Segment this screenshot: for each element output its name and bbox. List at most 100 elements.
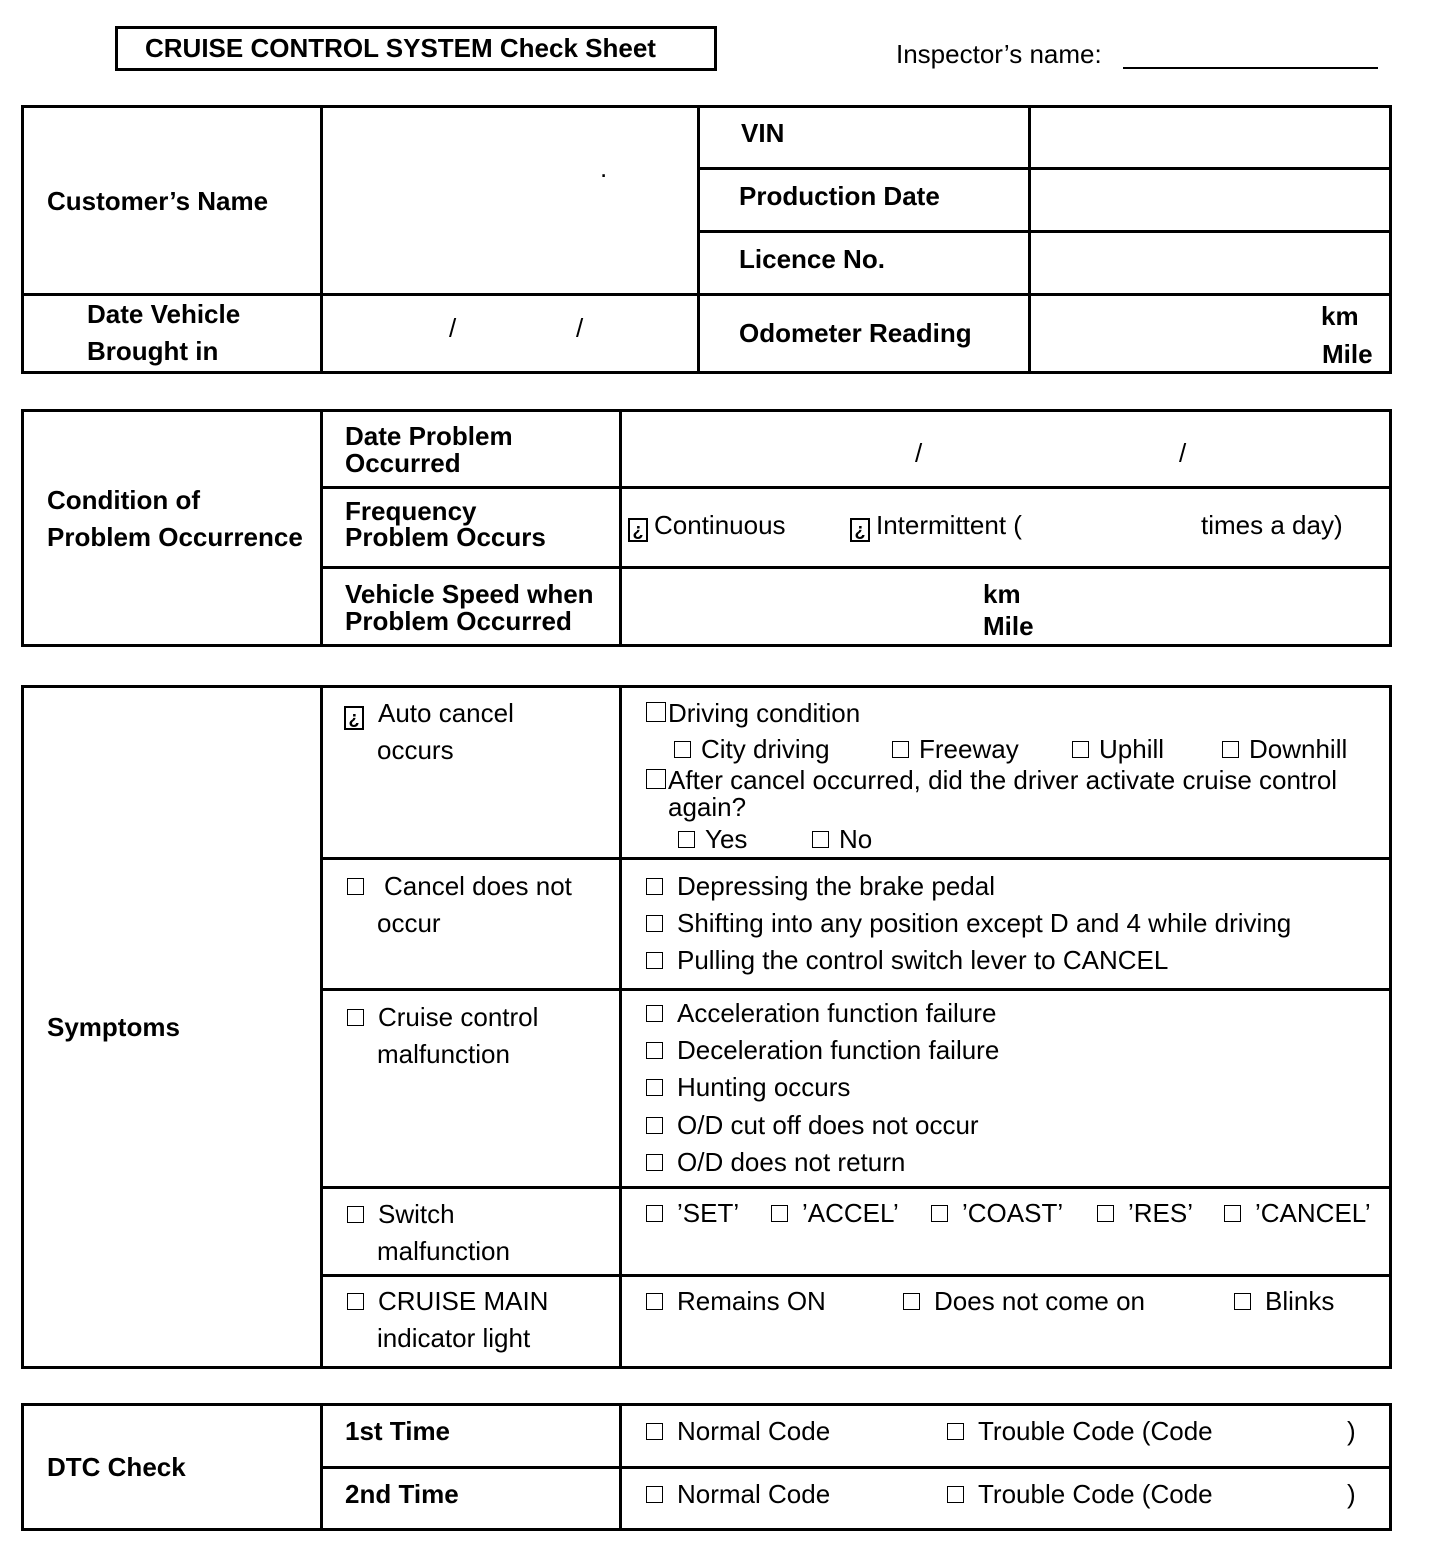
checkbox-icon[interactable] xyxy=(1097,1205,1114,1222)
cancel-not-label-2: occur xyxy=(377,908,441,938)
checkbox-icon[interactable] xyxy=(1072,741,1089,758)
driving-condition-option[interactable]: Driving condition xyxy=(646,700,860,727)
speed-label: Vehicle Speed when xyxy=(345,579,594,609)
od-return-option[interactable]: O/D does not return xyxy=(646,1149,905,1176)
coast-option[interactable]: ’COAST’ xyxy=(931,1200,1063,1227)
cancel-not-label: Cancel does not xyxy=(384,871,572,901)
option-label: ’SET’ xyxy=(677,1198,740,1228)
checkbox-icon[interactable] xyxy=(646,915,663,932)
deceleration-option[interactable]: Deceleration function failure xyxy=(646,1037,999,1064)
checkbox-icon[interactable] xyxy=(678,831,695,848)
yes-option[interactable]: Yes xyxy=(678,826,747,853)
no-option[interactable]: No xyxy=(812,826,872,853)
normal-code-option[interactable]: Normal Code xyxy=(646,1418,830,1445)
od-cutoff-option[interactable]: O/D cut off does not occur xyxy=(646,1112,979,1139)
acceleration-option[interactable]: Acceleration function failure xyxy=(646,1000,996,1027)
checkbox-icon[interactable] xyxy=(931,1205,948,1222)
normal-code-option[interactable]: Normal Code xyxy=(646,1481,830,1508)
checkbox-icon[interactable] xyxy=(646,1205,663,1222)
accel-option[interactable]: ’ACCEL’ xyxy=(771,1200,899,1227)
checkbox-icon[interactable] xyxy=(646,1293,663,1310)
option-label: ’ACCEL’ xyxy=(802,1198,899,1228)
checkbox-icon[interactable] xyxy=(646,1005,663,1022)
res-option[interactable]: ’RES’ xyxy=(1097,1200,1193,1227)
checkbox-icon[interactable] xyxy=(646,702,666,722)
checkbox-icon[interactable] xyxy=(646,1042,663,1059)
uphill-option[interactable]: Uphill xyxy=(1072,736,1164,763)
switch-label: Switch xyxy=(378,1199,455,1229)
city-driving-option[interactable]: City driving xyxy=(674,736,830,763)
question-label-2: again? xyxy=(668,792,747,822)
auto-cancel-option[interactable]: ¿ Auto cancel xyxy=(344,700,514,730)
checkbox-icon[interactable] xyxy=(646,769,666,789)
cancel-option[interactable]: ’CANCEL’ xyxy=(1224,1200,1371,1227)
date-problem-label: Date Problem xyxy=(345,421,513,451)
checkbox-icon[interactable] xyxy=(812,831,829,848)
cruise-malfunction-option[interactable]: Cruise control xyxy=(347,1004,538,1031)
continuous-option[interactable]: ¿ Continuous xyxy=(628,512,786,542)
odometer-label: Odometer Reading xyxy=(739,318,972,348)
switch-malfunction-option[interactable]: Switch xyxy=(347,1201,455,1228)
intermittent-option[interactable]: ¿ Intermittent ( xyxy=(850,512,1022,542)
option-label: Freeway xyxy=(919,734,1019,764)
set-option[interactable]: ’SET’ xyxy=(646,1200,739,1227)
checkbox-icon[interactable] xyxy=(947,1486,964,1503)
checkbox-icon[interactable] xyxy=(347,878,364,895)
checkbox-icon[interactable] xyxy=(646,1423,663,1440)
page-title: CRUISE CONTROL SYSTEM Check Sheet xyxy=(145,33,656,63)
option-label: Trouble Code (Code xyxy=(978,1479,1213,1509)
not-come-on-option[interactable]: Does not come on xyxy=(903,1288,1145,1315)
option-label: ’CANCEL’ xyxy=(1255,1198,1371,1228)
switch-label-2: malfunction xyxy=(377,1236,510,1266)
date-brought-label-2: Brought in xyxy=(87,336,219,366)
freeway-option[interactable]: Freeway xyxy=(892,736,1019,763)
option-label: ’RES’ xyxy=(1128,1198,1194,1228)
checked-checkbox-icon[interactable]: ¿ xyxy=(850,518,870,542)
checkbox-icon[interactable] xyxy=(947,1423,964,1440)
option-label: Pulling the control switch lever to CANC… xyxy=(677,945,1169,975)
checkbox-icon[interactable] xyxy=(903,1293,920,1310)
checkbox-icon[interactable] xyxy=(892,741,909,758)
trouble-code-option[interactable]: Trouble Code (Code xyxy=(947,1418,1213,1445)
checkbox-icon[interactable] xyxy=(771,1205,788,1222)
checked-checkbox-icon[interactable]: ¿ xyxy=(344,706,364,730)
inspector-name-field[interactable] xyxy=(1123,67,1378,69)
checkbox-icon[interactable] xyxy=(1224,1205,1241,1222)
code-close-paren: ) xyxy=(1347,1416,1356,1446)
speed-label-2: Problem Occurred xyxy=(345,606,572,636)
indicator-option[interactable]: CRUISE MAIN xyxy=(347,1288,548,1315)
checkbox-icon[interactable] xyxy=(646,878,663,895)
option-label: O/D does not return xyxy=(677,1147,906,1177)
option-label: ’COAST’ xyxy=(962,1198,1064,1228)
reactivate-question[interactable]: After cancel occurred, did the driver ac… xyxy=(646,767,1337,794)
checkbox-icon[interactable] xyxy=(347,1206,364,1223)
checkbox-icon[interactable] xyxy=(646,952,663,969)
checkbox-icon[interactable] xyxy=(1234,1293,1251,1310)
blinks-option[interactable]: Blinks xyxy=(1234,1288,1334,1315)
indicator-label-2: indicator light xyxy=(377,1323,531,1353)
cancel-not-option[interactable]: Cancel does not xyxy=(347,873,572,900)
checkbox-icon[interactable] xyxy=(674,741,691,758)
customer-name-field[interactable]: . xyxy=(600,153,608,183)
shifting-option[interactable]: Shifting into any position except D and … xyxy=(646,910,1291,937)
checked-checkbox-icon[interactable]: ¿ xyxy=(628,518,648,542)
checkbox-icon[interactable] xyxy=(646,1486,663,1503)
speed-km-unit: km xyxy=(983,579,1021,609)
downhill-option[interactable]: Downhill xyxy=(1222,736,1347,763)
checkbox-icon[interactable] xyxy=(1222,741,1239,758)
checkbox-icon[interactable] xyxy=(347,1009,364,1026)
malfunction-label-2: malfunction xyxy=(377,1039,510,1069)
times-a-day-label: times a day) xyxy=(1201,510,1343,540)
date-separator: / xyxy=(576,313,584,343)
brake-pedal-option[interactable]: Depressing the brake pedal xyxy=(646,873,995,900)
option-label: Trouble Code (Code xyxy=(978,1416,1213,1446)
checkbox-icon[interactable] xyxy=(646,1154,663,1171)
checkbox-icon[interactable] xyxy=(347,1293,364,1310)
hunting-option[interactable]: Hunting occurs xyxy=(646,1074,850,1101)
checkbox-icon[interactable] xyxy=(646,1079,663,1096)
remains-on-option[interactable]: Remains ON xyxy=(646,1288,826,1315)
cancel-lever-option[interactable]: Pulling the control switch lever to CANC… xyxy=(646,947,1168,974)
production-date-label: Production Date xyxy=(739,181,940,211)
trouble-code-option[interactable]: Trouble Code (Code xyxy=(947,1481,1213,1508)
checkbox-icon[interactable] xyxy=(646,1117,663,1134)
